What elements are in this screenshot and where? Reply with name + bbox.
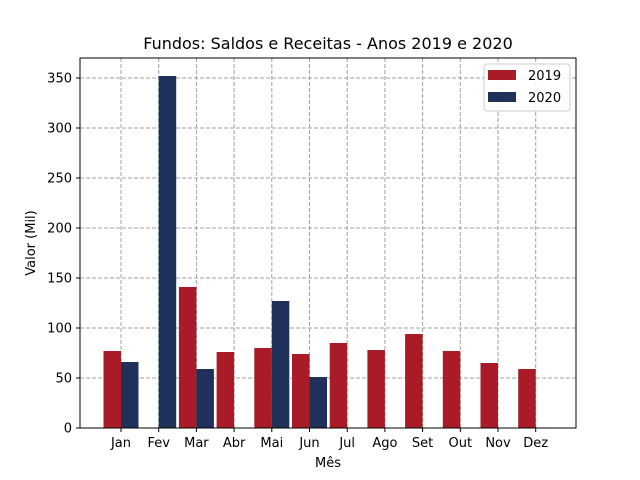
legend: 2019 2020: [483, 63, 571, 112]
bar-2019-Jun: [292, 354, 310, 428]
y-axis-label: Valor (Mil): [24, 210, 39, 275]
plot-frame: [79, 57, 577, 429]
x-tick-label: Abr: [223, 436, 246, 451]
x-axis: Jan Fev Mar Abr Mai Jun Jul Ago Set Out Nov Dez: [110, 428, 548, 451]
bar-2019-Jan: [103, 351, 121, 428]
y-tick-label: 300: [47, 122, 72, 137]
y-tick-label: 100: [47, 322, 72, 337]
bar-2019-Dez: [518, 369, 536, 428]
bar-2019-Out: [442, 351, 461, 428]
legend-swatch-2020: [488, 92, 516, 102]
x-axis-label: Mês: [315, 456, 341, 471]
bar-2019-Nov: [480, 363, 498, 428]
x-tick-label: Jan: [110, 436, 131, 451]
x-tick-label: Dez: [523, 436, 548, 451]
legend-label-2019: 2019: [528, 69, 561, 84]
x-tick-label: Jun: [298, 436, 319, 451]
legend-swatch-2019: [488, 70, 516, 80]
y-tick-label: 200: [47, 222, 72, 237]
bar-2020-Mai: [271, 301, 290, 428]
x-tick-label: Set: [412, 436, 433, 451]
y-axis: 0 50 100 150 200 250 300 350: [47, 72, 80, 437]
y-tick-label: 50: [55, 372, 72, 387]
legend-label-2020: 2020: [528, 91, 561, 106]
x-tick-label: Out: [449, 436, 473, 451]
x-tick-label: Mar: [184, 436, 209, 451]
bar-2019-Jul: [329, 343, 348, 428]
x-tick-label: Fev: [147, 436, 170, 451]
bar-2020-Mar: [196, 369, 214, 428]
bar-2020-Fev: [158, 76, 177, 428]
bar-2019-Mar: [178, 287, 197, 428]
x-tick-label: Mai: [260, 436, 283, 451]
y-tick-label: 0: [64, 422, 72, 437]
x-tick-label: Ago: [372, 436, 397, 451]
bar-2020-Jun: [309, 377, 327, 428]
bar-2019-Ago: [367, 350, 385, 428]
y-tick-label: 350: [47, 72, 72, 87]
bar-2019-Set: [405, 334, 423, 428]
bar-2019-Mai: [254, 348, 272, 428]
x-tick-label: Jul: [338, 436, 355, 451]
y-tick-label: 250: [47, 172, 72, 187]
x-tick-label: Nov: [485, 436, 511, 451]
bars: [103, 76, 536, 428]
bar-2019-Abr: [216, 352, 235, 428]
y-tick-label: 150: [47, 272, 72, 287]
bar-2020-Jan: [121, 362, 139, 428]
chart-title: Fundos: Saldos e Receitas - Anos 2019 e …: [143, 34, 513, 53]
